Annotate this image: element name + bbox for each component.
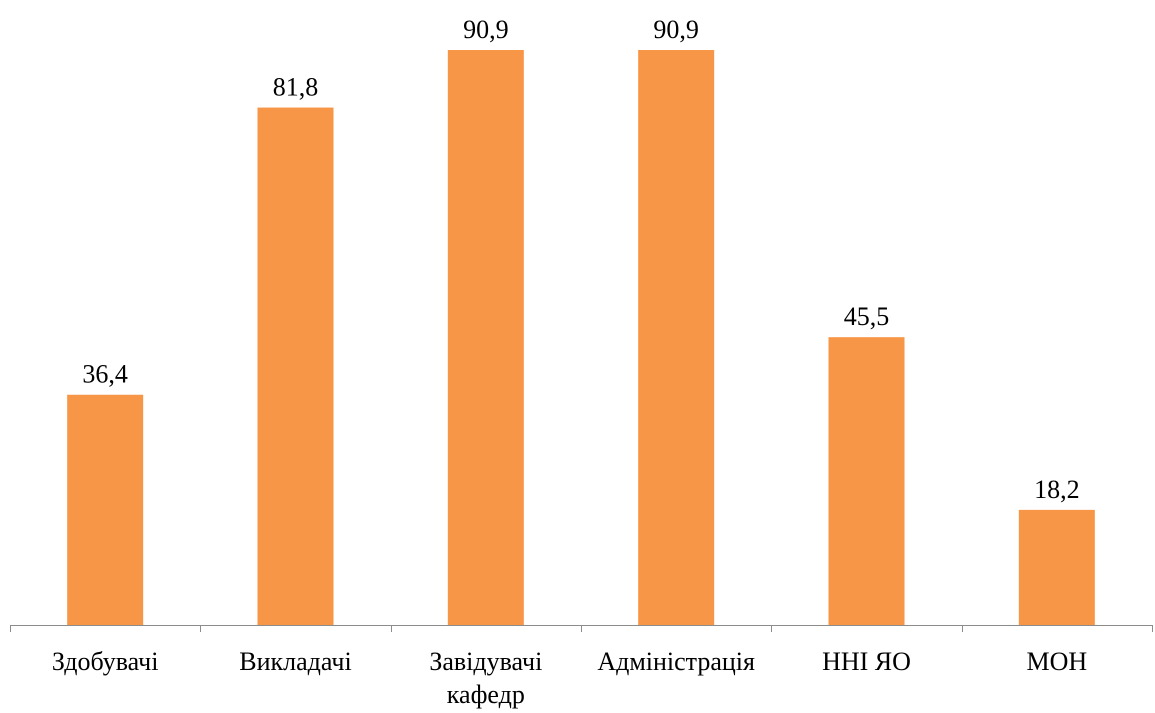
x-tick-label: МОН bbox=[1026, 647, 1087, 676]
x-tick-label: Адміністрація bbox=[597, 647, 755, 676]
x-tick-label: Здобувачі bbox=[52, 647, 159, 676]
data-label: 36,4 bbox=[82, 360, 128, 389]
bar bbox=[638, 50, 715, 625]
bar bbox=[1018, 509, 1095, 625]
category-labels-layer: Здобувачі Викладачі Завідувачі кафедр Адміні… bbox=[52, 647, 1088, 709]
data-label: 45,5 bbox=[844, 302, 890, 331]
bar bbox=[447, 50, 524, 625]
x-tick-label: Завідувачі кафедр bbox=[429, 647, 542, 709]
data-label: 90,9 bbox=[463, 15, 509, 44]
data-label: 18,2 bbox=[1034, 475, 1080, 504]
bars-layer bbox=[67, 50, 1095, 626]
x-tick-label: ННІ ЯО bbox=[822, 647, 911, 676]
bar bbox=[257, 107, 334, 626]
bar bbox=[828, 337, 905, 625]
bar bbox=[67, 394, 144, 625]
data-label: 90,9 bbox=[653, 15, 699, 44]
value-labels-layer: 36,4 81,8 90,9 90,9 45,5 18,2 bbox=[82, 15, 1079, 504]
x-axis bbox=[10, 625, 1153, 632]
x-tick-label: Викладачі bbox=[239, 647, 351, 676]
data-label: 81,8 bbox=[273, 73, 319, 102]
